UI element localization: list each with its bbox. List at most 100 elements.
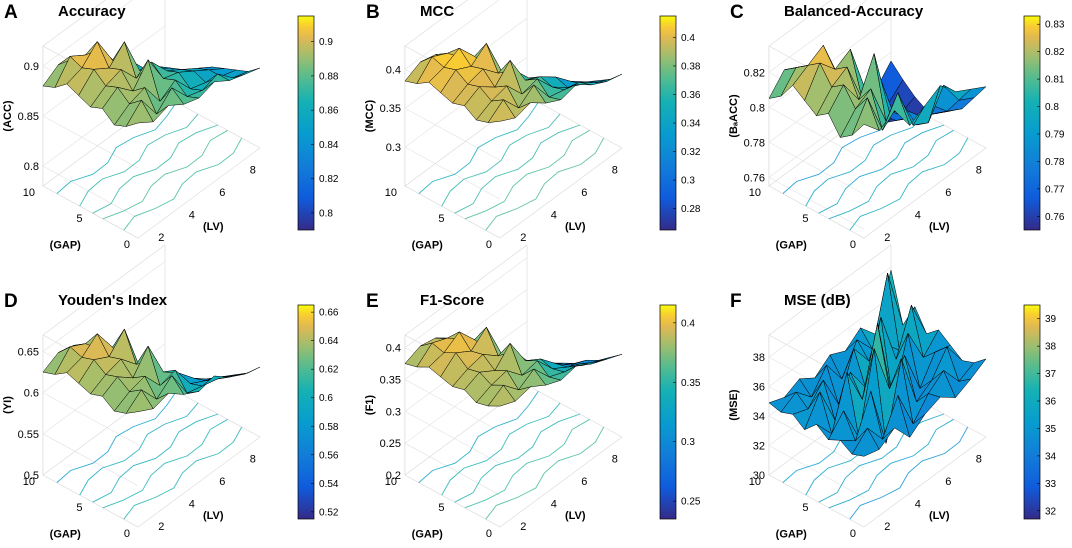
panel-title: Youden's Index (58, 292, 168, 309)
x-tick-label: 6 (219, 476, 225, 488)
floor-contour (454, 413, 581, 503)
panel-letter: D (4, 291, 18, 312)
floor-contour (102, 129, 228, 220)
y-tick-label: 10 (23, 187, 35, 199)
surface-patch (232, 366, 261, 377)
surface-patch (594, 73, 623, 83)
colorbar-tick-label: 34 (1045, 451, 1057, 462)
z-gridline (42, 0, 133, 67)
z-tick-label: 0.35 (380, 375, 401, 387)
colorbar-tick-label: 0.76 (1045, 212, 1065, 223)
colorbar-tick-label: 0.54 (319, 479, 339, 490)
floor-contour (441, 113, 561, 207)
panel-a: 0.8 0.85 0.9 (ACC) 2 4 6 8 (LV) 0 5 10 (GAP) A Accurac… (2, 0, 339, 252)
z-gridline (404, 411, 501, 464)
colorbar-tick-label: 0.9 (319, 37, 333, 48)
z-tick-label: 0.2 (386, 470, 401, 482)
colorbar-tick-label: 0.84 (319, 140, 339, 151)
z-gridline (768, 0, 868, 73)
colorbar-tick-label: 0.82 (319, 174, 339, 185)
colorbar (297, 15, 315, 231)
colorbar-tick-label: 0.79 (1045, 129, 1065, 140)
z-gridline (42, 261, 166, 352)
z-tick-label: 0.76 (744, 172, 765, 184)
colorbar-tick-label: 0.78 (1045, 157, 1065, 168)
colorbar-tick-label: 0.3 (681, 437, 695, 448)
colorbar-tick-label: 0.3 (681, 176, 695, 187)
z-tick-label: 0.3 (386, 406, 401, 418)
z-gridline (404, 474, 501, 528)
colorbar-tick-label: 0.64 (319, 336, 339, 347)
z-gridline (404, 146, 501, 200)
colorbar-tick-label: 0.88 (319, 71, 339, 82)
floor-contour (828, 418, 954, 509)
z-tick-label: 0.25 (380, 438, 401, 450)
z-gridline (768, 415, 865, 469)
floor-contour (92, 124, 219, 214)
floor-contour (828, 129, 954, 220)
x-axis-label: (LV) (203, 510, 224, 522)
z-gridline (768, 141, 865, 195)
panel-title: F1-Score (420, 292, 484, 309)
colorbar-tick-label: 0.81 (1045, 75, 1065, 86)
y-tick-label: 0 (486, 528, 492, 540)
x-tick-label: 2 (520, 521, 526, 533)
colorbar-tick-label: 0.35 (681, 378, 701, 389)
z-gridline (42, 165, 139, 219)
z-gridline (768, 176, 865, 230)
z-tick-label: 0.4 (386, 64, 401, 76)
x-axis-label: (LV) (929, 510, 950, 522)
colorbar-tick-label: 0.58 (319, 422, 339, 433)
z-axis-label: (BₐACC) (728, 94, 740, 138)
z-axis-label: (YI) (2, 396, 14, 414)
z-gridline (768, 474, 865, 528)
floor-contour (79, 402, 199, 496)
z-tick-label: 32 (753, 441, 765, 453)
floor-contour (441, 402, 561, 496)
z-tick-label: 38 (753, 352, 765, 364)
panel-f: 30 32 34 36 38 (MSE) 2 4 6 8 (LV) 0 5 10 (GAP) F MSE (dB… (728, 244, 1057, 541)
z-gridline (768, 106, 865, 160)
floor-contour (92, 413, 219, 503)
floor-contour (849, 426, 969, 520)
x-tick-label: 6 (945, 476, 951, 488)
z-gridline (404, 257, 528, 348)
floor-contour (418, 101, 539, 194)
floor-contour (454, 124, 581, 214)
x-tick-label: 4 (551, 498, 557, 510)
x-tick-label: 2 (520, 232, 526, 244)
y-axis-label: (GAP) (776, 529, 808, 541)
x-tick-label: 4 (915, 209, 921, 221)
z-tick-label: 0.9 (24, 61, 39, 73)
floor-contour (485, 426, 605, 520)
colorbar-tick-label: 0.86 (319, 106, 339, 117)
panel-letter: E (366, 291, 379, 312)
y-tick-label: 0 (850, 528, 856, 540)
z-tick-label: 0.4 (386, 343, 401, 355)
colorbar-tick-label: 33 (1045, 479, 1057, 490)
z-tick-label: 30 (753, 470, 765, 482)
z-tick-label: 0.8 (750, 102, 765, 114)
z-gridline (404, 442, 501, 496)
surface-patch (232, 67, 261, 79)
x-tick-label: 6 (581, 187, 587, 199)
colorbar-tick-label: 36 (1045, 397, 1057, 408)
x-tick-label: 8 (612, 453, 618, 465)
y-tick-label: 5 (76, 502, 82, 514)
y-axis-label: (GAP) (50, 529, 82, 541)
z-gridline (42, 392, 139, 445)
panel-e: 0.2 0.25 0.3 0.35 0.4 (F1) 2 4 6 8 (LV) 0 5 10 (GAP) E F… (364, 244, 701, 541)
x-tick-label: 2 (884, 232, 890, 244)
floor-contour (818, 124, 945, 214)
y-axis-label: (GAP) (412, 529, 444, 541)
z-gridline (768, 266, 892, 358)
colorbar-tick-label: 0.56 (319, 450, 339, 461)
z-gridline (768, 445, 865, 498)
z-tick-label: 0.5 (24, 470, 39, 482)
y-axis-label: (GAP) (50, 240, 82, 252)
panel-title: MSE (dB) (784, 292, 851, 309)
y-tick-label: 10 (385, 187, 397, 199)
colorbar-tick-label: 0.82 (1045, 47, 1065, 58)
surface-patch (958, 358, 987, 382)
x-tick-label: 2 (158, 521, 164, 533)
